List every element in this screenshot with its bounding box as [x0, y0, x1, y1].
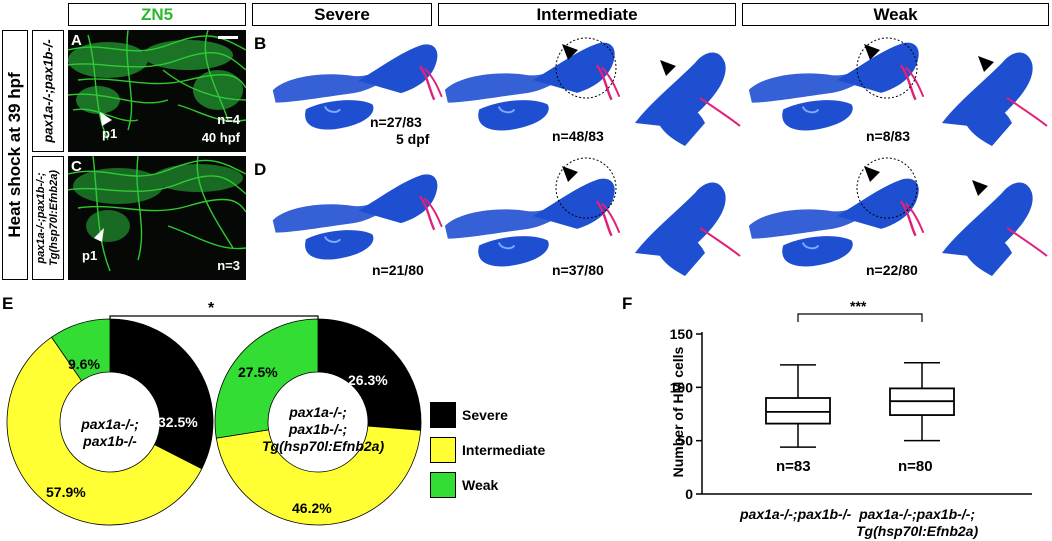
arrowhead-icon: [972, 180, 988, 196]
y-tick-label: 50: [677, 433, 693, 449]
box-1: [765, 364, 831, 448]
box-n2: n=80: [898, 458, 933, 475]
arrowhead-icon: [562, 44, 578, 60]
panel-b-severe-stage: 5 dpf: [396, 131, 430, 147]
scale-bar: [218, 36, 238, 39]
cartilage-d-intermediate-zoom: [635, 182, 741, 276]
header-zn5: ZN5: [68, 3, 246, 26]
panel-e-donut-charts: [6, 315, 422, 526]
cartilage-b-weak-circle: [856, 37, 918, 99]
panel-b-severe-n: n=27/83: [370, 114, 422, 130]
cartilage-d-weak: [748, 178, 925, 267]
box-significance: ***: [850, 298, 867, 314]
panel-c-n: n=3: [217, 258, 240, 273]
panel-a-n: n=4: [217, 112, 240, 127]
panel-d-severe-n: n=21/80: [372, 262, 424, 278]
panel-c-fluorescence-image: C p1 n=3: [68, 156, 246, 280]
donut1-slice-intermediate: [6, 336, 203, 526]
cartilage-b-intermediate-circle: [555, 37, 617, 99]
legend-severe-swatch: [430, 402, 456, 428]
panel-f-letter: F: [622, 294, 633, 313]
donut1-intermediate-label: 57.9%: [46, 484, 86, 500]
box-cat2-label: pax1a-/-;pax1b-/-; Tg(hsp70l:Efnb2a): [856, 506, 979, 539]
panel-a-fluorescence-image: A p1 n=4 40 hpf: [68, 30, 246, 152]
donut1-slice-severe: [109, 318, 214, 470]
donut2-intermediate-label: 46.2%: [292, 500, 332, 516]
cartilage-staining-images: [272, 37, 1048, 276]
panel-d-weak-n: n=22/80: [866, 262, 918, 278]
cartilage-d-intermediate: [444, 178, 621, 267]
panel-e-letter: E: [2, 294, 14, 313]
donut1-center-label: pax1a-/-; pax1b-/-: [81, 416, 139, 449]
box-2: [889, 362, 955, 442]
panel-b-intermediate-n: n=48/83: [552, 128, 604, 144]
cartilage-b-weak-zoom: [942, 52, 1048, 146]
y-tick-label: 0: [685, 486, 693, 502]
header-intermediate: Intermediate: [438, 3, 736, 26]
arrowhead-icon: [94, 228, 104, 242]
donut1-severe-label: 32.5%: [158, 414, 198, 430]
box-significance-bracket: [797, 313, 923, 322]
panel-b-letter: B: [254, 34, 267, 53]
y-tick-label: 150: [670, 326, 694, 342]
panel-d-intermediate-n: n=37/80: [552, 262, 604, 278]
arrowhead-icon: [100, 112, 112, 126]
cartilage-d-weak-zoom: [942, 182, 1048, 276]
legend-weak-swatch: [430, 472, 456, 498]
side-label-box: Heat shock at 39 hpf: [2, 30, 28, 280]
panel-e-significance: *: [208, 300, 215, 317]
arrowhead-icon: [562, 166, 578, 182]
box-n1: n=83: [776, 458, 811, 475]
panel-c-letter: C: [71, 158, 82, 175]
zn5-staining-c: [68, 156, 246, 272]
donut1-weak-label: 9.6%: [68, 356, 100, 372]
donut2-severe-label: 26.3%: [348, 372, 388, 388]
arrowhead-icon: [864, 166, 880, 182]
legend-intermediate-label: Intermediate: [462, 442, 546, 458]
legend-intermediate-swatch: [430, 437, 456, 463]
box-cat1-label: pax1a-/-;pax1b-/-: [740, 506, 852, 522]
cartilage-b-intermediate-zoom: [635, 52, 741, 146]
arrowhead-icon: [864, 44, 880, 60]
donut2-slice-severe: [317, 318, 422, 431]
cartilage-d-intermediate-circle: [555, 157, 617, 219]
cartilage-b-intermediate: [444, 42, 621, 131]
panel-b-weak-n: n=8/83: [866, 128, 910, 144]
panel-a-stage: 40 hpf: [201, 130, 240, 145]
cartilage-b-severe: [272, 44, 443, 130]
donut2-center-label: pax1a-/-; pax1b-/-; Tg(hsp70l:Efnb2a): [262, 404, 385, 454]
legend-severe-label: Severe: [462, 407, 508, 423]
header-severe: Severe: [252, 3, 432, 26]
panel-a-marker: p1: [102, 126, 118, 141]
arrowhead-icon: [978, 56, 994, 72]
panel-a-letter: A: [71, 32, 82, 49]
row-label-bottom-box: pax1a-/-;pax1b-/-; Tg(hsp70l:Efnb2a): [32, 156, 64, 280]
arrowhead-icon: [660, 60, 676, 76]
y-tick-label: 100: [670, 379, 694, 395]
zn5-staining-a: [68, 30, 246, 141]
donut1-slice-weak: [51, 318, 111, 382]
panel-d-letter: D: [254, 160, 267, 179]
panel-c-marker: p1: [82, 248, 98, 263]
cartilage-d-severe: [272, 174, 443, 260]
cartilage-b-weak: [748, 42, 925, 131]
header-weak: Weak: [742, 3, 1049, 26]
row-label-top-box: pax1a-/-;pax1b-/-: [32, 30, 64, 152]
legend-weak-label: Weak: [462, 477, 499, 493]
cartilage-d-weak-circle: [856, 157, 918, 219]
donut2-slice-weak: [214, 318, 319, 439]
panel-f-box-plot: 0 50 100 150: [670, 313, 1032, 502]
donut2-slice-intermediate: [215, 425, 422, 526]
donut2-weak-label: 27.5%: [238, 364, 278, 380]
